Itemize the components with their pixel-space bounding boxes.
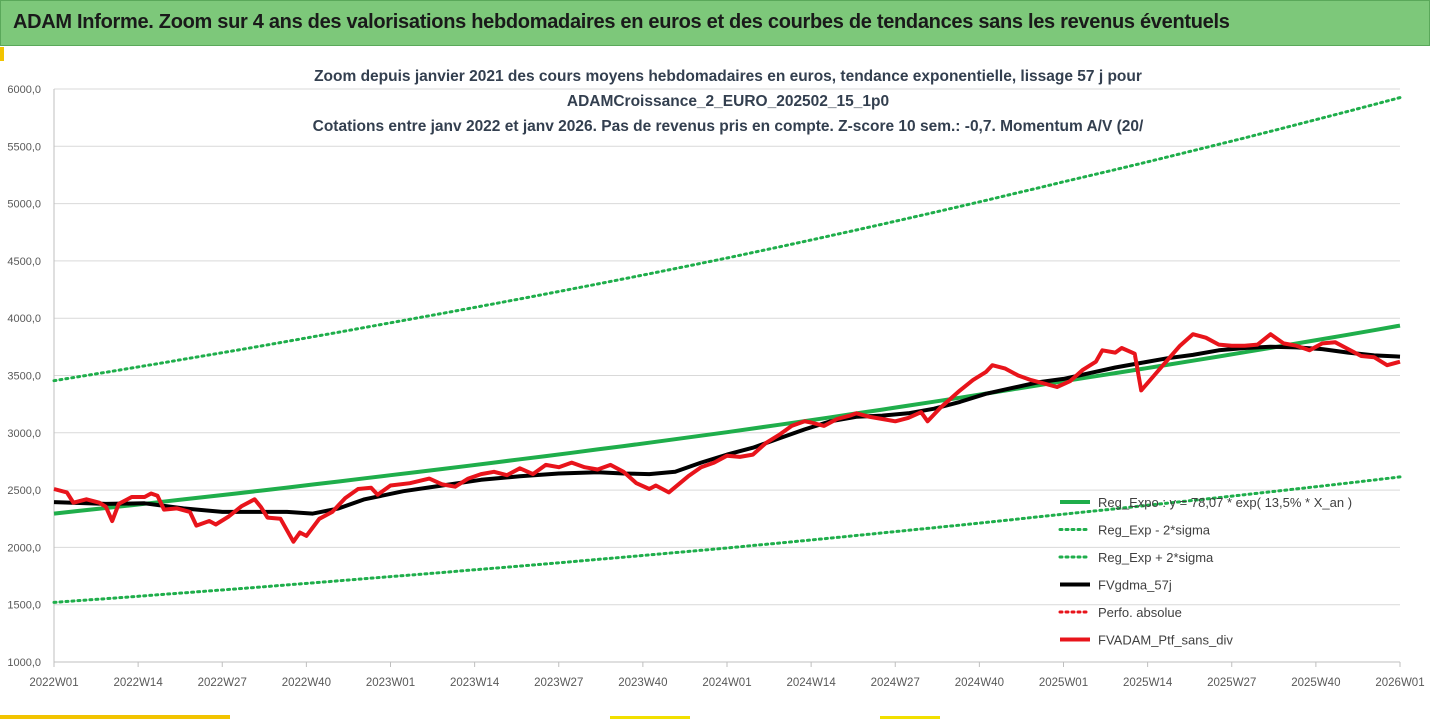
line-chart: Zoom depuis janvier 2021 des cours moyen…: [7, 68, 1425, 689]
y-tick-label: 1500,0: [7, 600, 41, 612]
x-tick-label: 2022W14: [114, 677, 164, 689]
x-tick-label: 2025W14: [1123, 677, 1173, 689]
y-tick-label: 3000,0: [7, 428, 41, 440]
y-tick-label: 6000,0: [7, 84, 41, 96]
gridlines: [54, 88, 1400, 663]
x-tick-label: 2022W40: [282, 677, 331, 689]
x-tick-label: 2026W01: [1375, 677, 1424, 689]
series-line-reg-expo: [53, 323, 1401, 516]
series-lines: [52, 96, 1402, 604]
x-tick-label: 2024W27: [871, 677, 920, 689]
chart-title-line-1: Zoom depuis janvier 2021 des cours moyen…: [314, 68, 1142, 85]
series-line-reg-exp-2-sigma: [52, 96, 1402, 383]
x-tick-label: 2023W01: [366, 677, 415, 689]
x-tick-label: 2024W14: [787, 677, 837, 689]
header-banner: ADAM Informe. Zoom sur 4 ans des valoris…: [0, 0, 1430, 46]
legend-label: Perfo. absolue: [1098, 605, 1182, 620]
series-line-fvadam-ptf-sans-div: [53, 332, 1401, 544]
legend-label: FVADAM_Ptf_sans_div: [1098, 633, 1233, 648]
x-tick-label: 2023W27: [534, 677, 583, 689]
x-tick-label: 2023W14: [450, 677, 500, 689]
accent-bar-bottom-left: [0, 715, 230, 719]
y-tick-label: 4000,0: [7, 313, 41, 325]
x-tick-label: 2024W40: [955, 677, 1004, 689]
x-tick-label: 2022W01: [29, 677, 78, 689]
accent-bar-bottom-right: [880, 716, 940, 719]
chart-title-line-3: Cotations entre janv 2022 et janv 2026. …: [313, 118, 1144, 135]
legend-label: Reg_Exp + 2*sigma: [1098, 550, 1214, 565]
series-line-reg-exp-2-sigma: [52, 475, 1402, 604]
y-axis: 1000,0 1500,0 2000,0 2500,0 3000,0 3500,0 4000…: [7, 84, 55, 669]
legend-label: Reg_Exp - 2*sigma: [1098, 523, 1211, 538]
x-tick-label: 2024W01: [702, 677, 751, 689]
accent-bar-bottom-mid: [610, 716, 690, 719]
accent-bar-left: [0, 47, 4, 61]
y-tick-label: 2000,0: [7, 542, 41, 554]
x-tick-label: 2022W27: [198, 677, 247, 689]
y-tick-label: 5500,0: [7, 141, 41, 153]
x-tick-label: 2025W40: [1291, 677, 1340, 689]
y-tick-label: 4500,0: [7, 256, 41, 268]
chart-title-line-2: ADAMCroissance_2_EURO_202502_15_1p0: [567, 93, 889, 110]
x-tick-label: 2025W01: [1039, 677, 1088, 689]
banner-title: ADAM Informe. Zoom sur 4 ans des valoris…: [13, 11, 1230, 33]
y-tick-label: 1000,0: [7, 657, 41, 669]
legend: Reg_Expo : y = 78,07 * exp( 13,5% * X_an…: [1058, 495, 1352, 648]
y-tick-label: 3500,0: [7, 371, 41, 383]
y-tick-label: 2500,0: [7, 485, 41, 497]
legend-label: FVgdma_57j: [1098, 578, 1172, 593]
chart-title: Zoom depuis janvier 2021 des cours moyen…: [313, 68, 1144, 135]
legend-label: Reg_Expo : y = 78,07 * exp( 13,5% * X_an…: [1098, 495, 1352, 510]
series-line-fvgdma-57j: [53, 344, 1401, 516]
x-tick-label: 2025W27: [1207, 677, 1256, 689]
chart-area: Zoom depuis janvier 2021 des cours moyen…: [0, 47, 1432, 719]
y-tick-label: 5000,0: [7, 199, 41, 211]
x-tick-label: 2023W40: [618, 677, 667, 689]
x-axis: 2022W01 2022W14 2022W27 2022W40 2023W01 2023W…: [29, 661, 1425, 689]
